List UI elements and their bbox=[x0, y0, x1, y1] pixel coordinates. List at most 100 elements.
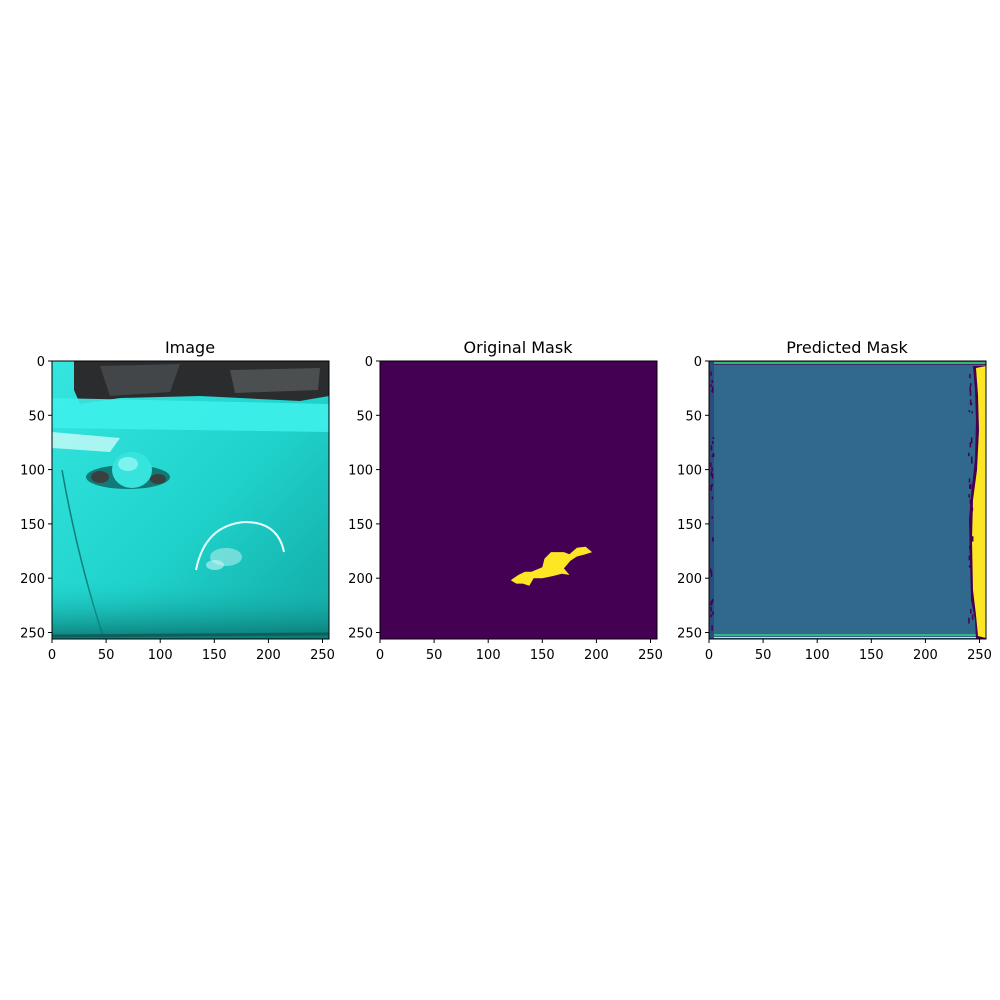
prediction-noise-pixel bbox=[710, 571, 713, 577]
y-tick-label: 200 bbox=[20, 572, 45, 587]
x-tick-label: 100 bbox=[148, 648, 173, 663]
panel-title-predicted-mask: Predicted Mask bbox=[786, 338, 908, 357]
x-tick-label: 150 bbox=[859, 648, 884, 663]
prediction-noise-pixel bbox=[711, 467, 713, 472]
prediction-noise-pixel bbox=[710, 614, 712, 618]
x-tick-label: 50 bbox=[98, 648, 115, 663]
prediction-noise-pixel bbox=[968, 555, 971, 561]
prediction-noise-pixel bbox=[711, 516, 713, 519]
prediction-noise-pixel bbox=[971, 411, 973, 414]
prediction-noise-pixel bbox=[969, 548, 972, 554]
prediction-noise-pixel bbox=[968, 494, 970, 498]
x-tick-label: 250 bbox=[638, 648, 663, 663]
x-tick-label: 250 bbox=[310, 648, 335, 663]
y-tick-label: 200 bbox=[348, 572, 373, 587]
prediction-noise-pixel bbox=[712, 453, 715, 457]
y-tick-label: 150 bbox=[348, 518, 373, 533]
prediction-noise-pixel bbox=[969, 483, 972, 489]
prediction-noise-pixel bbox=[969, 373, 971, 379]
prediction-noise-pixel bbox=[968, 478, 971, 483]
prediction-noise-pixel bbox=[971, 485, 974, 489]
prediction-noise-pixel bbox=[711, 625, 713, 631]
prediction-noise-pixel bbox=[711, 454, 714, 458]
x-tick-label: 0 bbox=[705, 648, 713, 663]
image-axes-frame bbox=[51, 360, 330, 640]
y-tick-label: 50 bbox=[356, 409, 373, 424]
y-tick-label: 250 bbox=[677, 626, 702, 641]
original-mask-panel bbox=[379, 360, 658, 640]
prediction-noise-pixel bbox=[970, 437, 973, 444]
panel-title-image: Image bbox=[165, 338, 215, 357]
y-tick-label: 50 bbox=[685, 409, 702, 424]
mask-region bbox=[510, 546, 593, 586]
prediction-noise-pixel bbox=[968, 565, 971, 568]
prediction-noise-pixel bbox=[710, 606, 712, 612]
prediction-noise-pixel bbox=[710, 485, 712, 491]
x-tick-label: 100 bbox=[805, 648, 830, 663]
y-tick-label: 250 bbox=[20, 626, 45, 641]
prediction-background bbox=[709, 361, 986, 639]
mask-background bbox=[380, 361, 657, 639]
prediction-noise-pixel bbox=[710, 371, 712, 376]
mask-axes-frame bbox=[379, 360, 658, 640]
prediction-noise-pixel bbox=[968, 452, 970, 457]
prediction-noise-pixel bbox=[710, 601, 712, 606]
prediction-noise-pixel bbox=[969, 389, 972, 396]
image-panel bbox=[51, 360, 330, 640]
prediction-noise-pixel bbox=[711, 389, 714, 393]
car-door-photo bbox=[52, 361, 329, 639]
prediction-noise-pixel bbox=[969, 499, 972, 505]
predicted-mask-panel bbox=[708, 360, 987, 640]
prediction-noise-pixel bbox=[712, 441, 714, 444]
x-tick-label: 50 bbox=[755, 648, 772, 663]
prediction-noise-pixel bbox=[971, 614, 974, 620]
prediction-noise-pixel bbox=[711, 483, 713, 487]
x-tick-label: 150 bbox=[202, 648, 227, 663]
prediction-noise-pixel bbox=[968, 617, 970, 624]
prediction-noise-pixel bbox=[711, 379, 713, 384]
prediction-noise-pixel bbox=[711, 386, 714, 391]
prediction-noise-pixel bbox=[971, 536, 974, 542]
prediction-noise-pixel bbox=[712, 436, 715, 439]
prediction-noise-pixel bbox=[710, 471, 713, 477]
y-tick-label: 100 bbox=[348, 464, 373, 479]
y-tick-label: 100 bbox=[20, 464, 45, 479]
x-tick-label: 100 bbox=[476, 648, 501, 663]
x-tick-label: 150 bbox=[530, 648, 555, 663]
prediction-noise-pixel bbox=[710, 568, 712, 573]
x-tick-label: 50 bbox=[426, 648, 443, 663]
y-tick-label: 200 bbox=[677, 572, 702, 587]
y-tick-label: 0 bbox=[694, 355, 702, 370]
prediction-noise-pixel bbox=[710, 445, 713, 451]
prediction-noise-pixel bbox=[711, 599, 714, 602]
prediction-noise-pixel bbox=[712, 611, 714, 616]
prediction-noise-pixel bbox=[971, 492, 974, 496]
prediction-noise-pixel bbox=[968, 410, 971, 413]
y-tick-label: 0 bbox=[365, 355, 373, 370]
prediction-noise-pixel bbox=[969, 386, 971, 393]
x-tick-label: 0 bbox=[48, 648, 56, 663]
prediction-axes-frame bbox=[708, 360, 987, 640]
prediction-noise-pixel bbox=[711, 496, 714, 500]
x-tick-label: 250 bbox=[967, 648, 992, 663]
x-tick-label: 0 bbox=[376, 648, 384, 663]
y-tick-label: 150 bbox=[20, 518, 45, 533]
y-tick-label: 250 bbox=[348, 626, 373, 641]
y-tick-label: 50 bbox=[28, 409, 45, 424]
y-tick-label: 0 bbox=[37, 355, 45, 370]
prediction-noise-pixel bbox=[712, 537, 714, 541]
x-tick-label: 200 bbox=[256, 648, 281, 663]
prediction-edge-yellow bbox=[972, 366, 986, 638]
prediction-noise-pixel bbox=[971, 507, 974, 512]
x-tick-label: 200 bbox=[584, 648, 609, 663]
prediction-noise-pixel bbox=[969, 442, 972, 448]
prediction-noise-pixel bbox=[969, 399, 972, 405]
prediction-noise-pixel bbox=[711, 473, 714, 479]
prediction-noise-pixel bbox=[971, 591, 973, 595]
prediction-noise-pixel bbox=[970, 456, 973, 463]
prediction-noise-pixel bbox=[710, 462, 712, 467]
prediction-noise-pixel bbox=[968, 484, 971, 489]
prediction-noise-pixel bbox=[710, 384, 712, 388]
prediction-noise-pixel bbox=[969, 383, 972, 387]
